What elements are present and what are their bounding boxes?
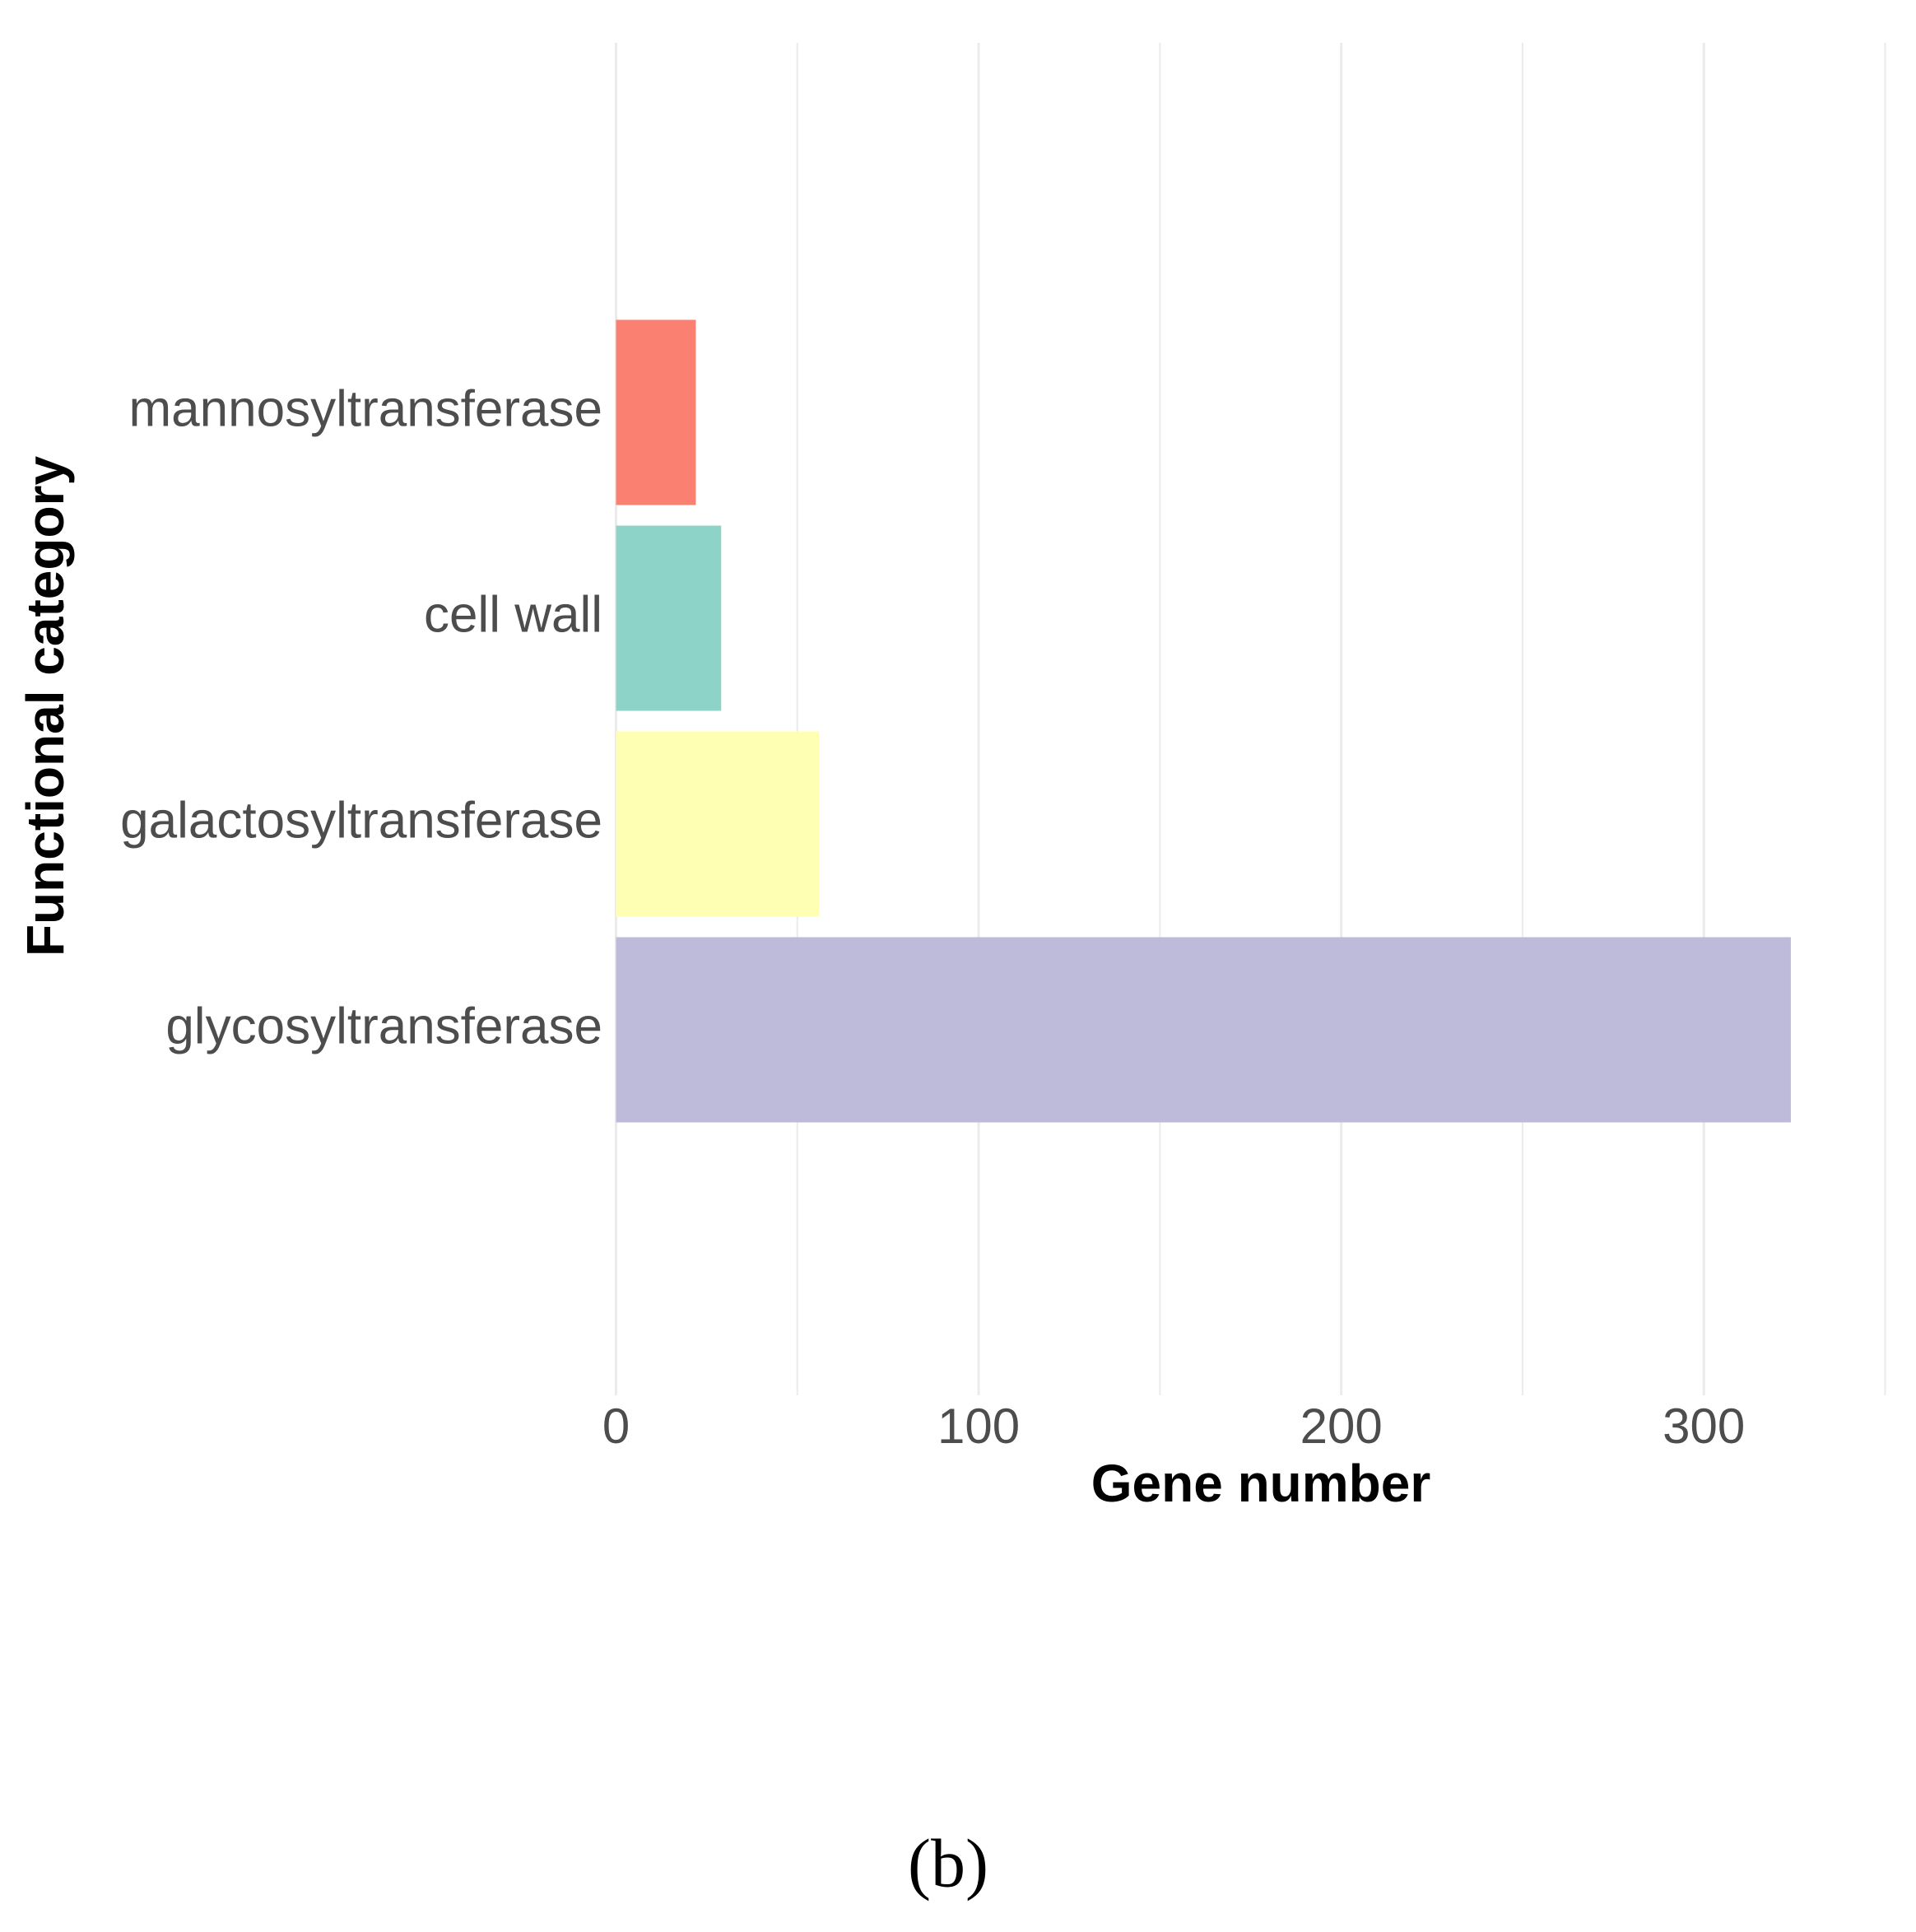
bar xyxy=(616,731,820,917)
x-tick-label: 200 xyxy=(1300,1399,1383,1454)
x-tick-label: 300 xyxy=(1663,1399,1745,1454)
y-tick-label: galactosyltransferase xyxy=(120,792,602,849)
bar xyxy=(616,525,722,711)
caption: (b) xyxy=(908,1825,988,1902)
y-tick-label: cell wall xyxy=(424,586,602,643)
y-axis-title: Functional category xyxy=(16,456,75,957)
y-tick-label: mannosyltransferase xyxy=(129,380,603,437)
bar xyxy=(616,937,1791,1123)
x-axis-title: Gene number xyxy=(1091,1454,1431,1513)
y-tick-label: glycosyltransferase xyxy=(165,998,602,1054)
bar xyxy=(616,319,696,505)
x-tick-label: 0 xyxy=(602,1399,630,1454)
x-tick-label: 100 xyxy=(937,1399,1020,1454)
